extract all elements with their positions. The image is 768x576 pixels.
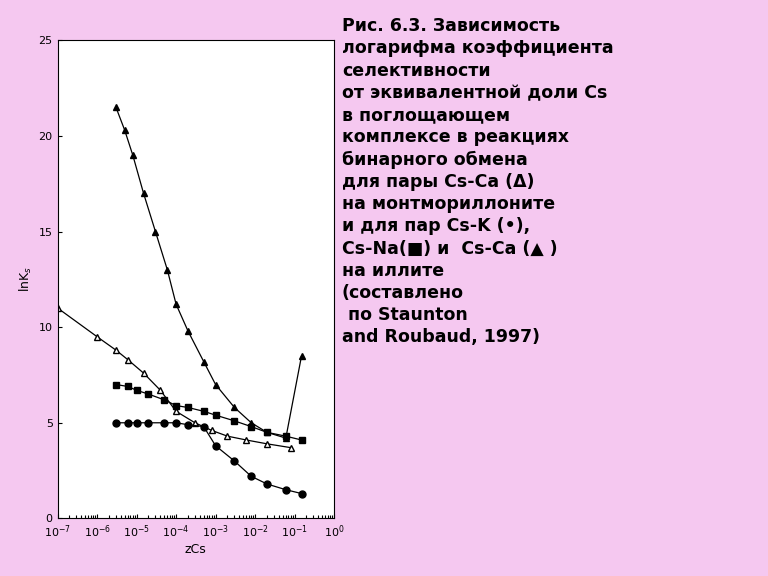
X-axis label: zCs: zCs — [185, 543, 207, 556]
Y-axis label: lnK$_s$: lnK$_s$ — [18, 266, 35, 293]
Text: Рис. 6.3. Зависимость
логарифма коэффициента
селективности
от эквивалентной доли: Рис. 6.3. Зависимость логарифма коэффици… — [342, 17, 614, 346]
